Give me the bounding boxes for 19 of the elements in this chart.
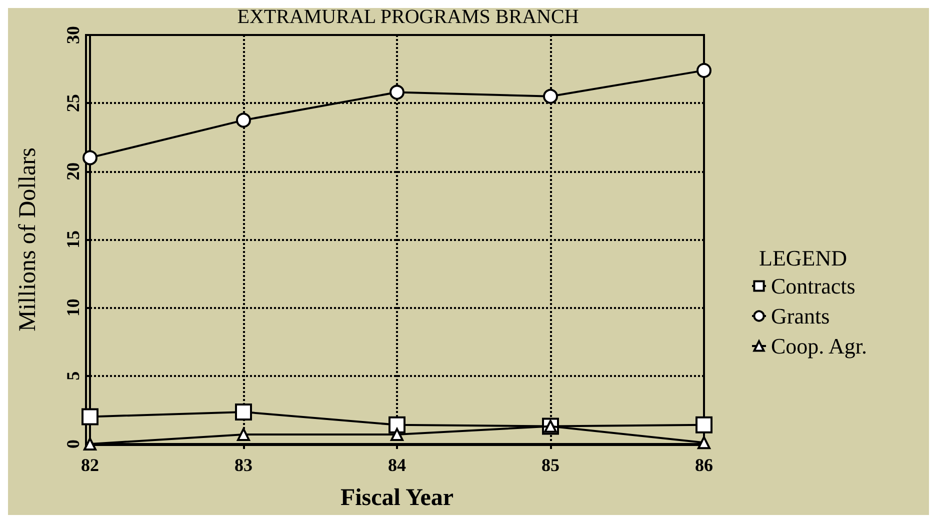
x-tick-label: 86 — [695, 455, 713, 475]
y-tick-label: 0 — [63, 440, 83, 448]
x-tick-label: 84 — [388, 455, 406, 475]
x-tick-label: 82 — [81, 455, 99, 475]
x-axis-title: Fiscal Year — [340, 485, 454, 511]
y-tick-label: 25 — [63, 94, 83, 112]
y-tick-label: 10 — [63, 298, 83, 317]
y-tick-label: 20 — [63, 162, 83, 180]
y-tick-label: 5 — [63, 371, 83, 380]
legend-title: LEGEND — [759, 246, 847, 270]
x-tick-label: 83 — [234, 455, 252, 475]
x-tick-label: 85 — [542, 455, 560, 475]
y-axis-title: Millions of Dollars — [15, 148, 41, 332]
legend-label: Grants — [771, 304, 830, 328]
y-tick-label: 15 — [63, 230, 83, 248]
legend-label: Contracts — [771, 274, 856, 298]
chart-title: EXTRAMURAL PROGRAMS BRANCH — [237, 6, 579, 28]
legend-label: Coop. Agr. — [771, 334, 867, 358]
y-tick-label: 30 — [63, 26, 83, 44]
